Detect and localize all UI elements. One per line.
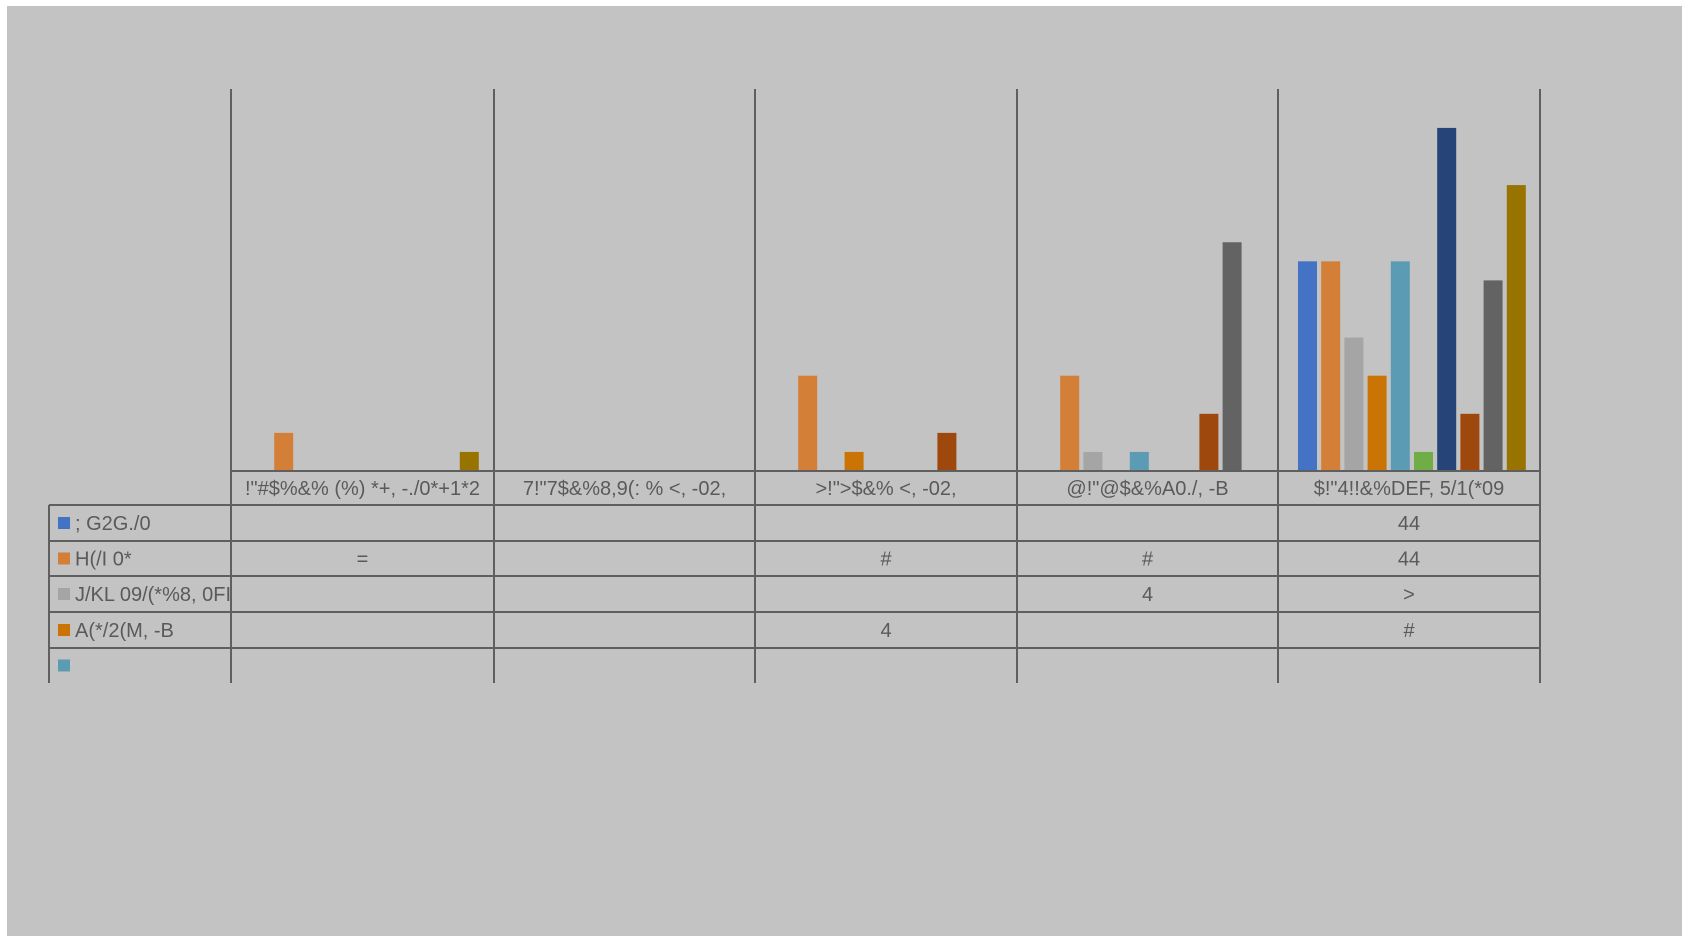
category-label: 7!"7$&%8,9(: % <, -02, [523, 478, 726, 500]
legend-key-2 [58, 588, 70, 600]
legend-key-4 [58, 659, 70, 672]
data-table-value: # [880, 549, 892, 571]
chart-area: !"#$%&% (%) *+, -./0*+1*2 7!"7$&%8,9(: % … [7, 6, 1682, 936]
bar-s9-c0 [459, 451, 479, 471]
bar-s2-c4 [1344, 337, 1364, 471]
data-table-value: 4 [1142, 584, 1153, 606]
bar-s1-c0 [274, 432, 294, 471]
data-table-value: # [1142, 549, 1154, 571]
bar-s4-c3 [1129, 451, 1149, 471]
category-label: !"#$%&% (%) *+, -./0*+1*2 [245, 478, 480, 500]
category-label: >!">$&% <, -02, [815, 478, 956, 500]
bar-s7-c4 [1460, 413, 1480, 471]
data-table-value: 4 [880, 620, 891, 642]
category-label: @!"@$&%A0./, -B [1066, 478, 1228, 500]
bar-s5-c4 [1414, 451, 1433, 471]
data-table-value: 44 [1398, 513, 1420, 535]
legend-key-0 [58, 517, 70, 529]
bar-s7-c2 [937, 432, 957, 471]
data-table-value: = [357, 549, 369, 571]
bar-chart-with-data-table: !"#$%&% (%) *+, -./0*+1*2 7!"7$&%8,9(: % … [48, 89, 1541, 683]
data-table-value: > [1403, 584, 1415, 606]
bar-s8-c4 [1483, 280, 1503, 471]
bar-s3-c4 [1367, 375, 1387, 471]
bars-layer [274, 127, 1526, 472]
series-name-2: J/KL 09/(*%8, 0FI [75, 584, 231, 606]
legend-key-1 [58, 552, 70, 565]
series-name-0: ; G2G./0 [75, 513, 151, 535]
data-table-value: 44 [1398, 549, 1420, 571]
bar-s2-c3 [1083, 451, 1103, 471]
legend-key-3 [58, 624, 70, 636]
bar-s8-c3 [1222, 242, 1242, 471]
bar-s6-c4 [1437, 127, 1457, 472]
bar-s9-c4 [1506, 185, 1526, 472]
bar-s0-c4 [1298, 261, 1317, 471]
bar-s3-c2 [844, 451, 864, 471]
bar-s4-c4 [1390, 261, 1410, 471]
data-table-text: !"#$%&% (%) *+, -./0*+1*2 7!"7$&%8,9(: % … [58, 478, 1504, 672]
bar-s1-c3 [1060, 375, 1080, 471]
series-name-1: H(/I 0* [75, 549, 132, 571]
data-table-value: # [1403, 620, 1415, 642]
data-table-grid [48, 89, 1541, 683]
bar-s1-c2 [798, 375, 818, 471]
category-label: $!"4!!&%DEF, 5/1(*09 [1314, 478, 1505, 500]
bar-s7-c3 [1199, 413, 1219, 471]
bar-s1-c4 [1321, 261, 1341, 471]
series-name-3: A(*/2(M, -B [75, 620, 174, 642]
